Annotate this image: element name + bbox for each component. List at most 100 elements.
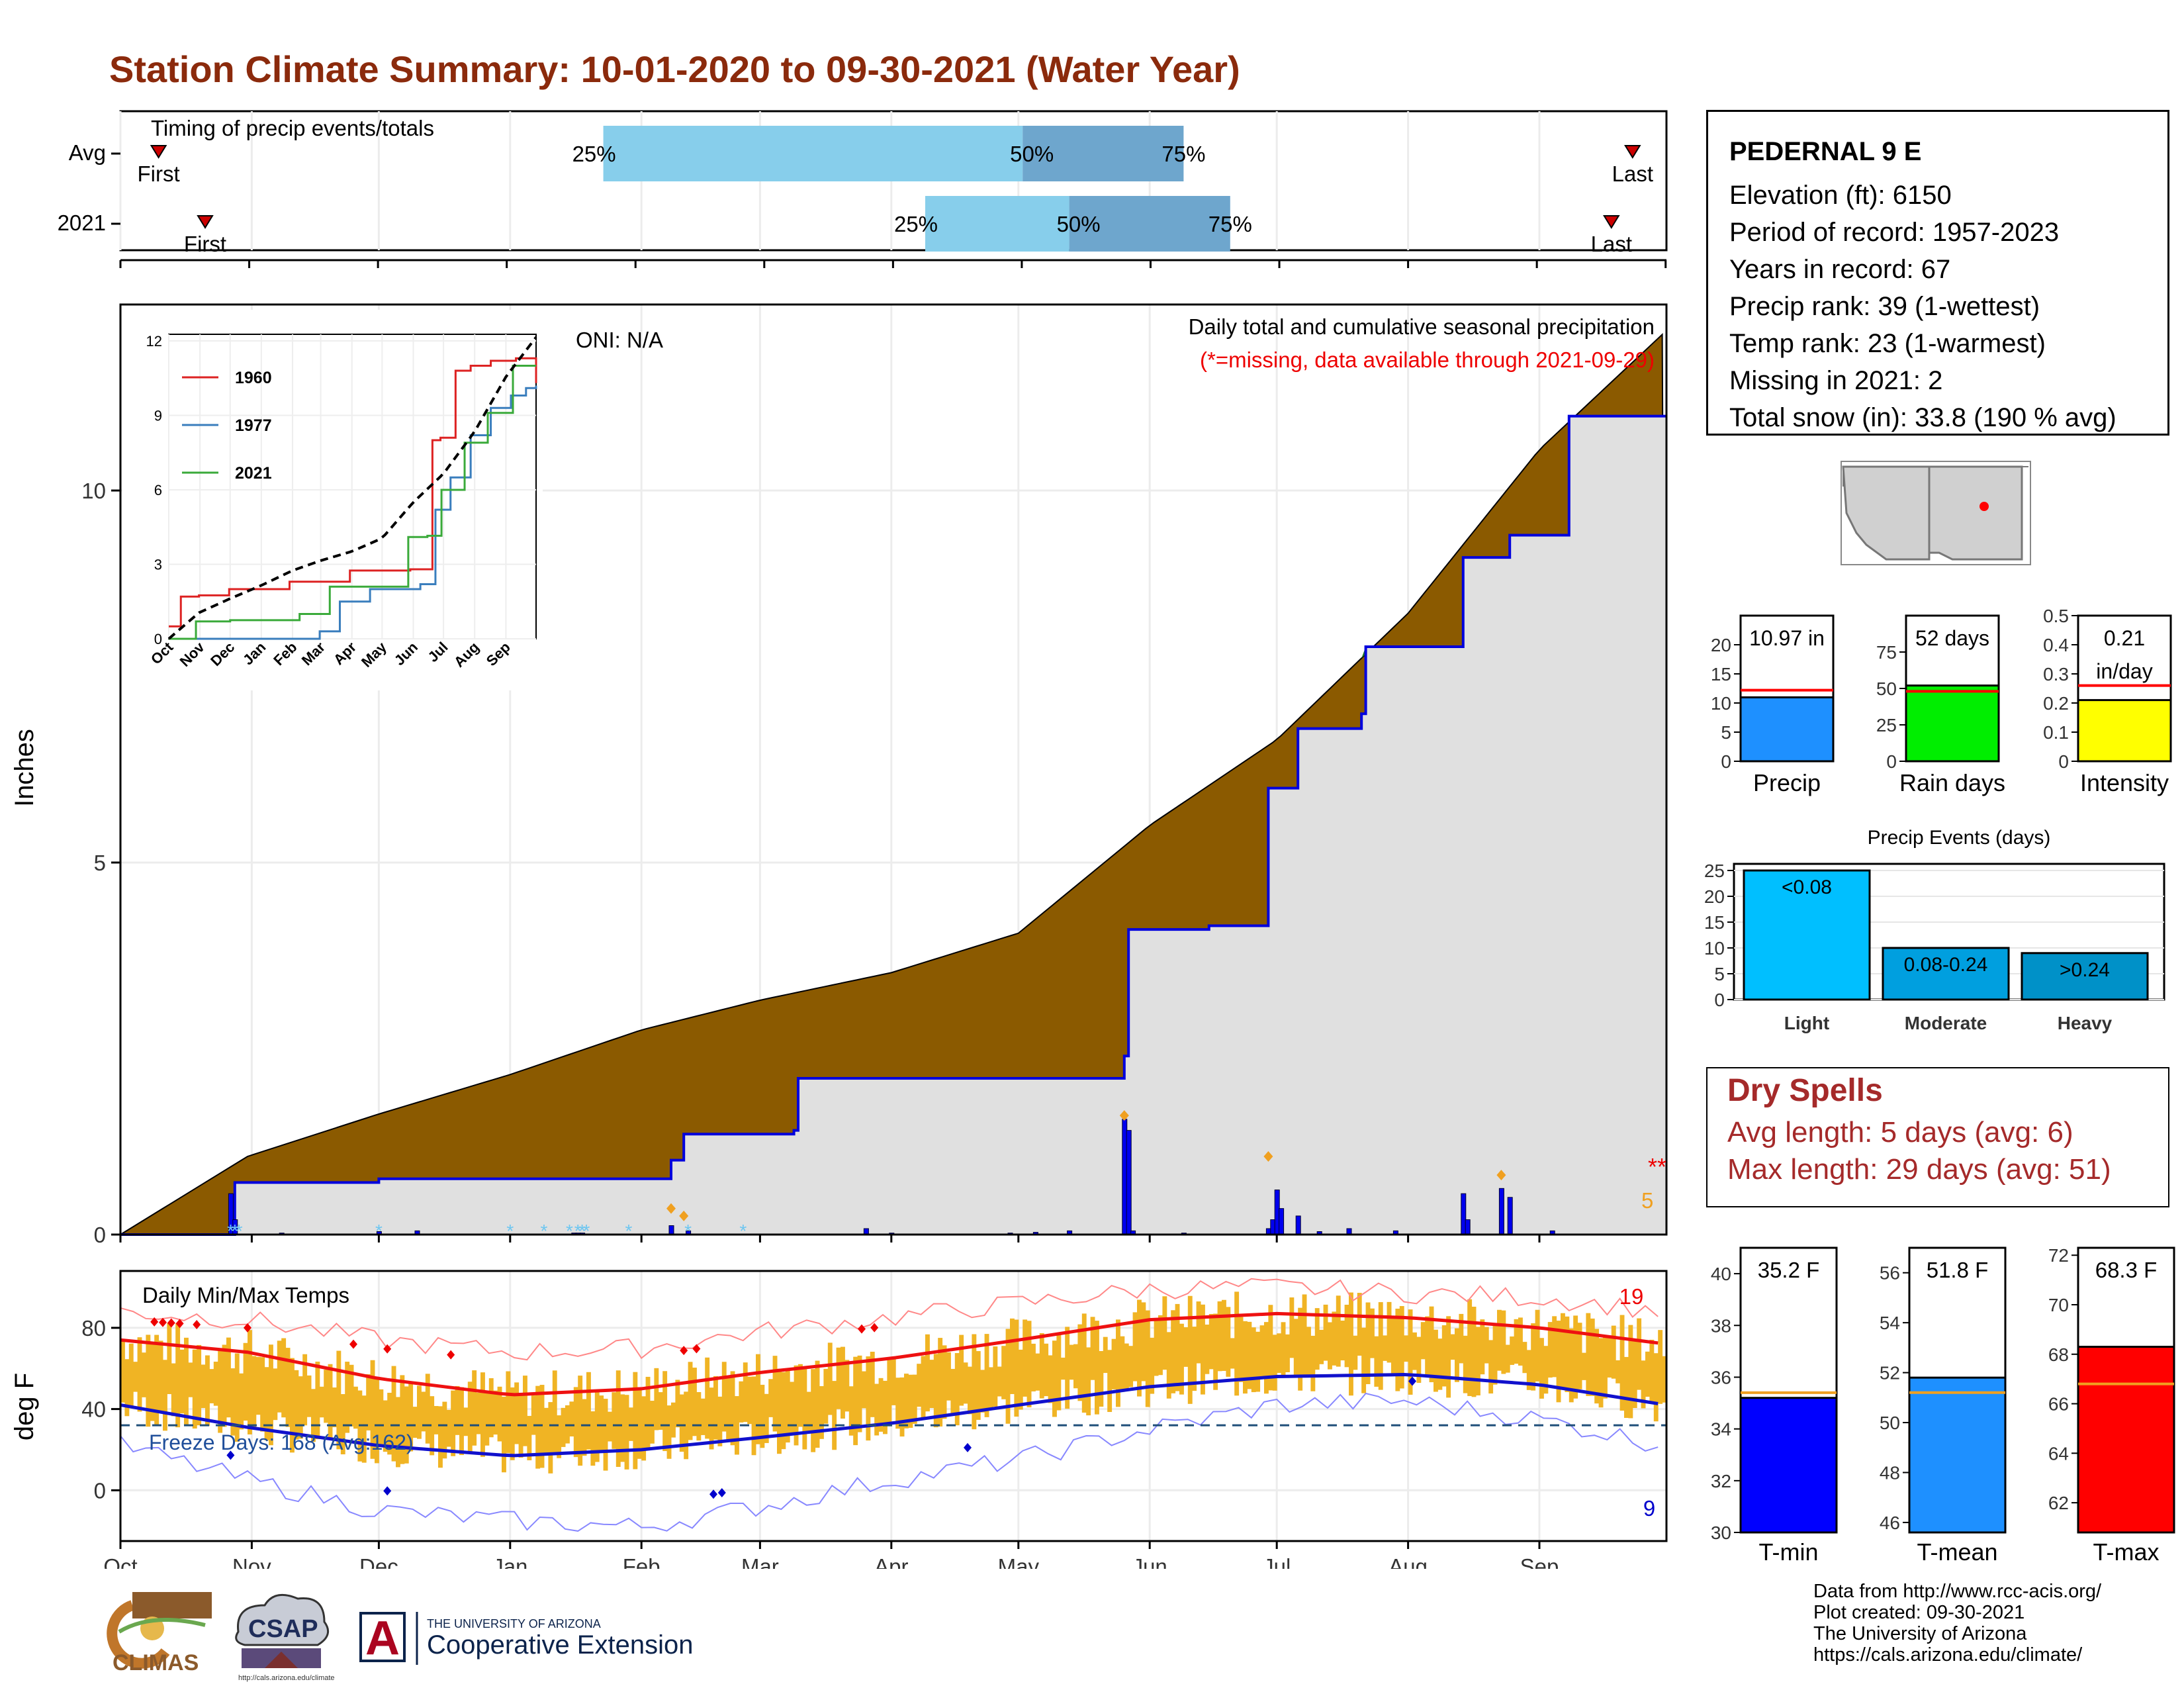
daily-temp-bar bbox=[248, 1330, 252, 1434]
daily-temp-bar bbox=[306, 1375, 312, 1417]
events-ytick-label: 15 bbox=[1704, 912, 1725, 933]
daily-temp-bar bbox=[251, 1356, 257, 1429]
summary-category-label: Precip bbox=[1753, 769, 1821, 796]
temp-summary-ytick-label: 50 bbox=[1880, 1413, 1900, 1433]
temp-frame bbox=[119, 1270, 1668, 1542]
station-missing: Missing in 2021: 2 bbox=[1729, 366, 1943, 395]
daily-temp-bar bbox=[1035, 1353, 1040, 1391]
daily-temp-bar bbox=[124, 1359, 130, 1417]
snow-marker: * bbox=[231, 1221, 238, 1241]
daily-temp-bar bbox=[1412, 1332, 1417, 1370]
daily-temp-bar bbox=[1416, 1336, 1422, 1383]
daily-temp-bar bbox=[976, 1351, 981, 1420]
inset-line-2021 bbox=[169, 365, 536, 640]
daily-temp-bar bbox=[938, 1338, 943, 1427]
daily-temp-bar bbox=[1179, 1323, 1184, 1395]
daily-temp-bar bbox=[1187, 1295, 1193, 1404]
summary-ytick-label: 0.5 bbox=[2043, 606, 2069, 626]
daily-temp-bar bbox=[506, 1371, 511, 1454]
last-marker bbox=[1624, 145, 1641, 159]
precip-annotation-title: Daily total and cumulative seasonal prec… bbox=[1189, 314, 1655, 339]
daily-temp-bar bbox=[1450, 1334, 1455, 1360]
daily-temp-bar bbox=[502, 1396, 506, 1473]
csap-logo[interactable]: CSAP http://cals.arizona.edu/climate bbox=[235, 1593, 335, 1682]
daily-temp-bar bbox=[1116, 1319, 1120, 1407]
daily-temp-bar bbox=[1353, 1335, 1358, 1370]
daily-temp-bar bbox=[615, 1370, 621, 1467]
daily-temp-bar bbox=[713, 1376, 718, 1440]
daily-temp-bar bbox=[1285, 1334, 1290, 1373]
daily-temp-bar bbox=[1137, 1299, 1142, 1397]
daily-temp-bar bbox=[213, 1362, 218, 1406]
daily-temp-bar bbox=[1298, 1307, 1303, 1391]
avg-min-line bbox=[120, 1373, 1659, 1458]
dry-avg-length: Avg length: 5 days (avg: 6) bbox=[1727, 1116, 2073, 1149]
summary-bars: 0 5 10 15 20 10.97 in Precip 0 25 50 75 52 days Rain… bbox=[1711, 606, 2172, 796]
daily-temp-bar bbox=[408, 1383, 414, 1452]
daily-temp-bar bbox=[324, 1370, 329, 1423]
daily-temp-bar bbox=[760, 1384, 765, 1448]
daily-temp-bar bbox=[264, 1367, 269, 1440]
daily-temp-bar bbox=[1526, 1350, 1531, 1390]
daily-temp-bar bbox=[1395, 1308, 1400, 1391]
snow-marker: * bbox=[227, 1221, 234, 1241]
daily-temp-bar bbox=[993, 1346, 998, 1407]
daily-temp-bar bbox=[1183, 1327, 1189, 1367]
temp-summary-category-label: T-max bbox=[2093, 1538, 2159, 1562]
daily-temp-bar bbox=[328, 1364, 333, 1440]
daily-temp-bar bbox=[959, 1335, 964, 1406]
daily-temp-bar bbox=[1048, 1355, 1053, 1403]
daily-temp-bar bbox=[700, 1398, 705, 1435]
daily-temp-bar bbox=[548, 1402, 553, 1474]
daily-temp-bar bbox=[137, 1337, 142, 1412]
temp-summary-bar-t-min bbox=[1739, 1397, 1838, 1534]
temp-ytick-label: 80 bbox=[81, 1316, 106, 1340]
daily-temp-bar bbox=[298, 1376, 303, 1439]
daily-temp-bar bbox=[1455, 1328, 1459, 1382]
daily-temp-bar bbox=[1124, 1343, 1129, 1391]
record-high-marker bbox=[167, 1318, 175, 1328]
daily-temp-bar bbox=[844, 1360, 850, 1412]
daily-temp-bar bbox=[1518, 1317, 1523, 1366]
daily-temp-bar bbox=[811, 1369, 816, 1452]
daily-temp-bar bbox=[433, 1406, 439, 1434]
daily-temp-bar bbox=[1120, 1336, 1125, 1392]
daily-temp-bar bbox=[641, 1396, 647, 1461]
daily-temp-bar bbox=[599, 1395, 604, 1452]
daily-temp-bar bbox=[751, 1376, 756, 1456]
daily-temp-bar bbox=[1081, 1313, 1087, 1413]
first-label: First bbox=[138, 162, 180, 186]
daily-temp-bar bbox=[1213, 1313, 1218, 1390]
daily-temp-bar bbox=[345, 1362, 350, 1433]
record-day-marker bbox=[666, 1203, 676, 1214]
daily-temp-bar bbox=[578, 1376, 583, 1466]
station-period: Period of record: 1957-2023 bbox=[1729, 218, 2060, 247]
events-bar-label: <0.08 bbox=[1782, 876, 1832, 898]
daily-temp-bar bbox=[954, 1353, 960, 1426]
daily-precip-bar bbox=[1465, 1219, 1471, 1235]
daily-temp-bar bbox=[451, 1390, 456, 1456]
summary-ytick-label: 20 bbox=[1711, 635, 1731, 655]
precip-ytick-label: 0 bbox=[94, 1223, 106, 1244]
daily-temp-bar bbox=[709, 1387, 714, 1450]
daily-temp-bar bbox=[950, 1368, 956, 1415]
daily-temp-bar bbox=[1328, 1322, 1332, 1370]
daily-temp-bar bbox=[239, 1373, 244, 1430]
record-high-marker bbox=[692, 1344, 701, 1354]
ua-logo[interactable]: A THE UNIVERSITY OF ARIZONA Cooperative … bbox=[359, 1612, 693, 1665]
daily-temp-bar bbox=[1628, 1325, 1633, 1419]
daily-temp-bar bbox=[1247, 1321, 1252, 1389]
first-marker bbox=[197, 215, 214, 229]
daily-temp-bar bbox=[1632, 1341, 1637, 1409]
daily-temp-bar bbox=[1230, 1338, 1235, 1369]
events-ytick-label: 25 bbox=[1704, 861, 1725, 881]
daily-temp-bar bbox=[222, 1344, 227, 1427]
climas-logo[interactable]: CLIMAS bbox=[107, 1592, 212, 1675]
summary-ytick-label: 25 bbox=[1876, 715, 1897, 735]
station-name: PEDERNAL 9 E bbox=[1729, 137, 1922, 166]
events-bar-label: >0.24 bbox=[2060, 959, 2110, 981]
timing-row-2021-label: 2021 bbox=[58, 211, 106, 235]
summary-ytick-label: 0.1 bbox=[2043, 722, 2069, 743]
timing-panel: Timing of precip events/totals Avg 2021 … bbox=[58, 110, 1668, 268]
